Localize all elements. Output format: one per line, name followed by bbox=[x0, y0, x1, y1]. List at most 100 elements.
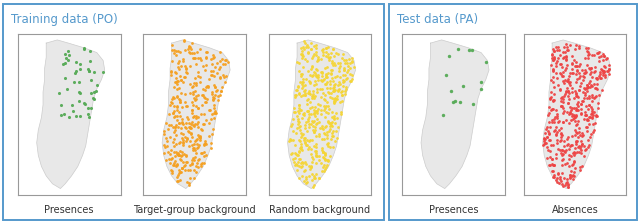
Point bbox=[300, 162, 310, 166]
Point bbox=[560, 78, 570, 82]
Point bbox=[306, 41, 316, 45]
Point bbox=[551, 64, 561, 68]
Point bbox=[585, 85, 595, 89]
Point bbox=[335, 76, 345, 79]
Point bbox=[185, 52, 195, 55]
Point bbox=[202, 84, 212, 88]
Point bbox=[578, 78, 588, 82]
Point bbox=[188, 123, 198, 127]
Point bbox=[307, 65, 317, 69]
Point bbox=[332, 116, 342, 119]
Point bbox=[303, 70, 313, 73]
Point bbox=[328, 47, 338, 51]
Point bbox=[193, 70, 204, 74]
Point bbox=[308, 93, 318, 96]
Point bbox=[580, 91, 590, 95]
Point bbox=[287, 122, 297, 125]
Point bbox=[177, 160, 188, 164]
Point bbox=[204, 134, 214, 138]
Point bbox=[70, 69, 81, 72]
Point bbox=[178, 140, 188, 143]
Point bbox=[579, 75, 589, 79]
Point bbox=[168, 52, 179, 55]
Point bbox=[557, 120, 568, 124]
Point bbox=[316, 112, 326, 115]
Point bbox=[64, 54, 74, 57]
Point bbox=[199, 95, 209, 99]
Point bbox=[200, 153, 211, 157]
Point bbox=[325, 154, 335, 158]
Point bbox=[595, 72, 605, 75]
Point bbox=[176, 91, 186, 95]
Point bbox=[300, 41, 310, 45]
Point bbox=[559, 144, 570, 148]
Point bbox=[547, 118, 557, 122]
Point bbox=[305, 138, 316, 142]
Point bbox=[188, 156, 198, 159]
Point bbox=[296, 146, 307, 149]
Point bbox=[320, 152, 330, 156]
Point bbox=[321, 136, 332, 139]
Point bbox=[186, 101, 196, 104]
Point bbox=[580, 147, 591, 150]
Point bbox=[586, 105, 596, 109]
Point bbox=[323, 119, 333, 122]
Point bbox=[570, 47, 580, 50]
Point bbox=[322, 142, 332, 146]
Point bbox=[342, 69, 353, 72]
Point bbox=[299, 40, 309, 43]
Point bbox=[582, 85, 593, 89]
Point bbox=[169, 49, 179, 52]
Point bbox=[321, 165, 332, 169]
Point bbox=[554, 177, 564, 181]
Point bbox=[565, 111, 575, 115]
Point bbox=[543, 138, 554, 141]
Point bbox=[328, 134, 338, 137]
Point bbox=[598, 73, 609, 77]
Point bbox=[299, 179, 309, 182]
Point bbox=[538, 143, 548, 147]
Point bbox=[176, 64, 186, 68]
Point bbox=[316, 161, 326, 165]
Point bbox=[556, 99, 566, 103]
Point bbox=[221, 58, 231, 61]
Point bbox=[323, 141, 333, 145]
Point bbox=[318, 50, 328, 54]
Point bbox=[339, 68, 349, 71]
Point bbox=[62, 50, 72, 53]
Point bbox=[204, 121, 214, 125]
Point bbox=[189, 76, 200, 80]
Point bbox=[571, 140, 581, 143]
Point bbox=[575, 74, 586, 78]
Point bbox=[200, 50, 211, 53]
Point bbox=[546, 108, 556, 112]
Point bbox=[304, 164, 314, 168]
Point bbox=[294, 157, 304, 160]
Point bbox=[307, 138, 317, 141]
Point bbox=[339, 81, 349, 84]
Point bbox=[84, 70, 94, 73]
Point bbox=[312, 154, 322, 157]
Point bbox=[551, 45, 561, 48]
Point bbox=[212, 88, 222, 92]
Point bbox=[291, 131, 301, 134]
Point bbox=[581, 86, 591, 89]
Point bbox=[309, 174, 319, 178]
Point bbox=[310, 67, 321, 71]
Point bbox=[307, 94, 317, 97]
Point bbox=[199, 142, 209, 146]
Point bbox=[307, 155, 317, 159]
Point bbox=[310, 123, 321, 126]
Point bbox=[171, 134, 181, 137]
Point bbox=[296, 95, 307, 98]
Point bbox=[342, 61, 352, 65]
Point bbox=[556, 179, 566, 183]
Point bbox=[172, 82, 182, 86]
Point bbox=[586, 84, 596, 87]
Point bbox=[312, 90, 322, 94]
Point bbox=[174, 141, 184, 145]
Point bbox=[326, 69, 336, 72]
Point bbox=[75, 114, 85, 118]
Point bbox=[186, 159, 196, 162]
Point bbox=[191, 143, 202, 146]
